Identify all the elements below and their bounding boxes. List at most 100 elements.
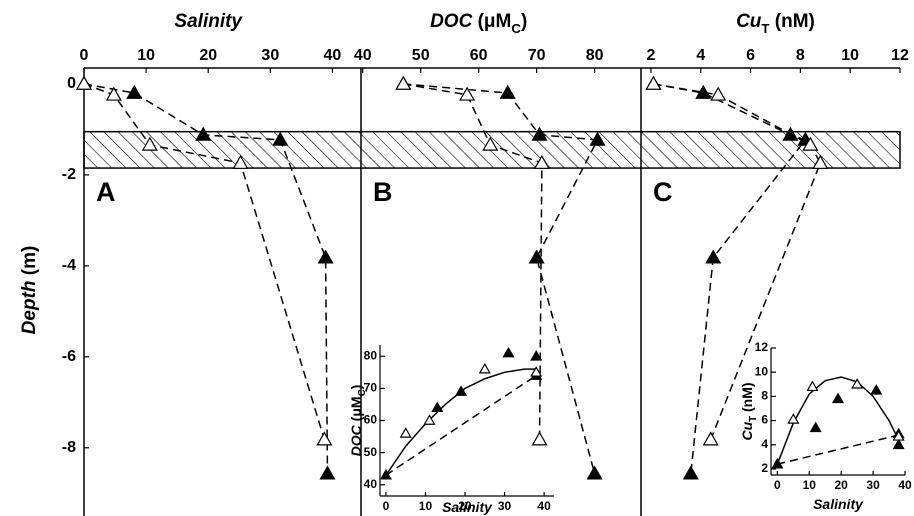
series-line <box>777 434 899 465</box>
y-axis-label: CuT (nM) <box>739 382 759 440</box>
y-axis-label: Depth (m) <box>19 246 40 335</box>
triangle-marker <box>399 427 412 438</box>
panel-label: A <box>96 177 116 207</box>
text-part: Depth <box>19 281 40 335</box>
series-line <box>776 376 900 465</box>
x-tick-label: 80 <box>586 47 604 64</box>
series-line <box>385 368 537 476</box>
x-tick-label: 20 <box>199 47 217 64</box>
x-tick-label: 20 <box>458 499 472 513</box>
x-axis-label: Salinity <box>442 499 493 515</box>
y-tick-label: -4 <box>62 257 76 274</box>
x-tick-label: 0 <box>774 478 781 492</box>
x-tick-label: 40 <box>537 499 551 513</box>
triangle-marker <box>272 131 289 146</box>
y-tick-label: 12 <box>755 340 769 354</box>
triangle-marker <box>531 431 548 446</box>
triangle-marker <box>459 86 476 101</box>
triangle-marker <box>319 465 336 480</box>
triangle-marker <box>812 154 829 169</box>
text-part: (m) <box>19 246 40 281</box>
triangle-marker <box>851 378 864 389</box>
text-part: DOC <box>430 11 473 32</box>
x-tick-label: 30 <box>498 499 512 513</box>
x-tick-label: 30 <box>261 47 279 64</box>
text-part: Salinity <box>174 11 243 32</box>
triangle-marker <box>802 136 819 151</box>
text-part: Cu <box>736 11 762 32</box>
text-part: (nM) <box>770 11 815 32</box>
triangle-marker <box>645 75 662 90</box>
triangle-marker <box>533 154 550 169</box>
x-tick-label: 20 <box>835 478 849 492</box>
x-tick-label: 40 <box>898 478 912 492</box>
text-part: C <box>357 389 368 396</box>
x-tick-label: 30 <box>866 478 880 492</box>
triangle-marker <box>589 131 606 146</box>
y-tick-label: 4 <box>761 437 768 451</box>
panel-title: Salinity <box>174 11 243 32</box>
triangle-marker <box>806 380 819 392</box>
x-tick-label: 60 <box>470 47 488 64</box>
x-tick-label: 70 <box>528 47 546 64</box>
series-line <box>385 374 537 476</box>
triangle-marker <box>831 392 845 404</box>
x-tick-label: 40 <box>354 47 372 64</box>
panel-label: C <box>653 177 673 207</box>
triangle-marker <box>105 86 122 101</box>
x-tick-label: 2 <box>647 47 656 64</box>
triangle-marker <box>232 154 249 169</box>
triangle-marker <box>482 136 499 151</box>
y-tick-label: 40 <box>364 477 378 491</box>
triangle-marker <box>530 366 543 377</box>
text-part: Salinity <box>813 496 864 512</box>
triangle-marker <box>423 414 436 425</box>
text-part: DOC <box>348 424 364 456</box>
y-tick-label: 60 <box>364 413 378 427</box>
x-axis-label: Salinity <box>813 496 864 512</box>
series-line <box>83 83 329 474</box>
y-tick-label: 8 <box>761 389 768 403</box>
triangle-marker <box>530 350 543 361</box>
triangle-marker <box>379 468 392 480</box>
x-tick-label: 10 <box>137 47 155 64</box>
text-part: Salinity <box>442 499 493 515</box>
triangle-marker <box>502 346 515 358</box>
triangle-marker <box>455 385 468 396</box>
triangle-marker <box>126 84 143 99</box>
text-part: ) <box>348 385 364 390</box>
triangle-marker <box>478 362 491 374</box>
x-tick-label: 10 <box>803 478 817 492</box>
x-tick-label: 4 <box>696 47 705 64</box>
triangle-marker <box>586 465 603 480</box>
panel-title: CuT (nM) <box>736 11 815 36</box>
triangle-marker <box>141 136 158 151</box>
triangle-marker <box>316 431 333 446</box>
triangle-marker <box>195 126 212 141</box>
triangle-marker <box>317 249 334 264</box>
y-tick-label: 0 <box>67 75 76 92</box>
triangle-marker <box>431 401 444 412</box>
x-tick-label: 0 <box>80 47 89 64</box>
text-part: (μM <box>348 396 364 425</box>
x-tick-label: 8 <box>796 47 805 64</box>
y-tick-label: 10 <box>755 364 769 378</box>
text-part: T <box>748 416 759 422</box>
triangle-marker <box>75 75 93 90</box>
panel-label: B <box>373 177 393 207</box>
x-tick-label: 12 <box>891 47 909 64</box>
triangle-marker <box>395 75 412 90</box>
y-tick-label: 50 <box>364 445 378 459</box>
x-tick-label: 0 <box>383 499 390 513</box>
series-line <box>403 83 599 474</box>
triangle-marker <box>705 249 722 264</box>
y-tick-label: -8 <box>62 439 76 456</box>
text-part: C <box>511 21 521 36</box>
triangle-marker <box>771 457 784 469</box>
y-axis-label: DOC (μMC) <box>348 385 368 457</box>
text-part: T <box>761 21 769 36</box>
y-tick-label: 6 <box>761 413 768 427</box>
triangle-marker <box>702 431 719 446</box>
triangle-marker <box>695 84 712 99</box>
x-tick-label: 6 <box>746 47 755 64</box>
